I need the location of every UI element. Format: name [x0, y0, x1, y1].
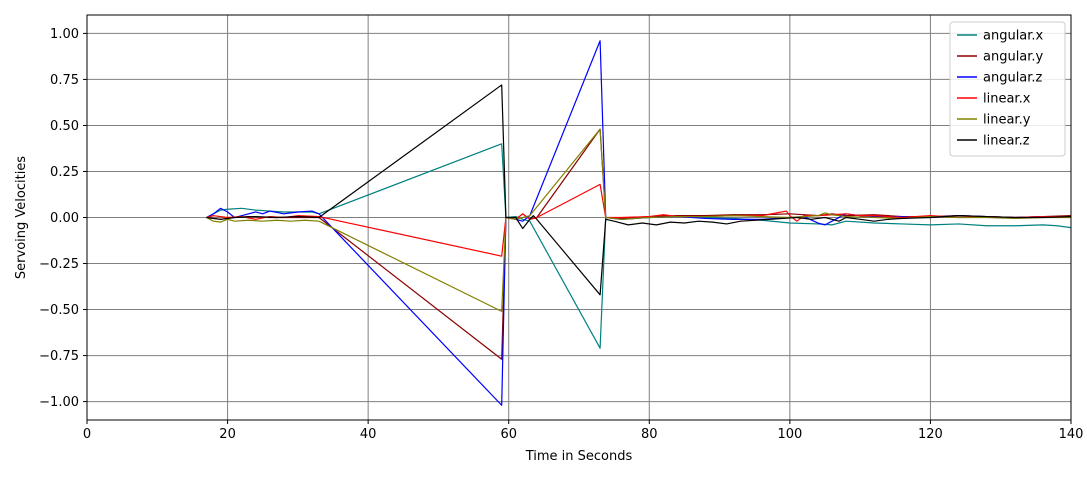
y-tick-label: 0.25 [50, 165, 79, 180]
y-tick-label: −0.50 [39, 303, 79, 318]
x-tick-label: 140 [1059, 427, 1084, 442]
legend-entry: linear.z [983, 134, 1030, 149]
y-tick-label: −1.00 [39, 395, 79, 410]
legend: angular.x angular.y angular.z linear.x linea… [949, 21, 1066, 157]
series-line-linear-z [206, 84, 1072, 296]
series-layer [206, 40, 1072, 406]
legend-entry: angular.y [983, 50, 1044, 65]
y-tick-label: 0.75 [50, 73, 79, 88]
x-tick-label: 60 [500, 427, 517, 442]
legend-entry: linear.x [983, 92, 1031, 107]
y-axis-label: Servoing Velocities [14, 156, 29, 279]
legend-entry: linear.y [983, 113, 1031, 128]
series-line-angular-y [206, 128, 1072, 360]
x-axis-label: Time in Seconds [525, 449, 633, 464]
y-tick-label: −0.75 [39, 349, 79, 364]
x-tick-label: 80 [641, 427, 658, 442]
series-line-linear-x [206, 183, 1071, 257]
y-tick-label: 1.00 [50, 27, 79, 42]
legend-entry: angular.x [983, 29, 1044, 44]
y-tick-label: 0.00 [50, 211, 79, 226]
legend-entry: angular.z [983, 71, 1043, 86]
x-tick-label: 40 [360, 427, 377, 442]
x-tick-label: 0 [83, 427, 91, 442]
series-line-angular-x [206, 143, 1072, 349]
legend-box [949, 21, 1066, 157]
y-tick-label: −0.25 [39, 257, 79, 272]
y-tick-label: 0.50 [50, 119, 79, 134]
x-tick-label: 20 [219, 427, 236, 442]
axis-ticks: 0 20 40 60 80 100 120 140 1.00 0.75 0.50 0.25 0.00 −0… [39, 27, 1083, 442]
x-tick-label: 100 [777, 427, 802, 442]
x-tick-label: 120 [918, 427, 943, 442]
